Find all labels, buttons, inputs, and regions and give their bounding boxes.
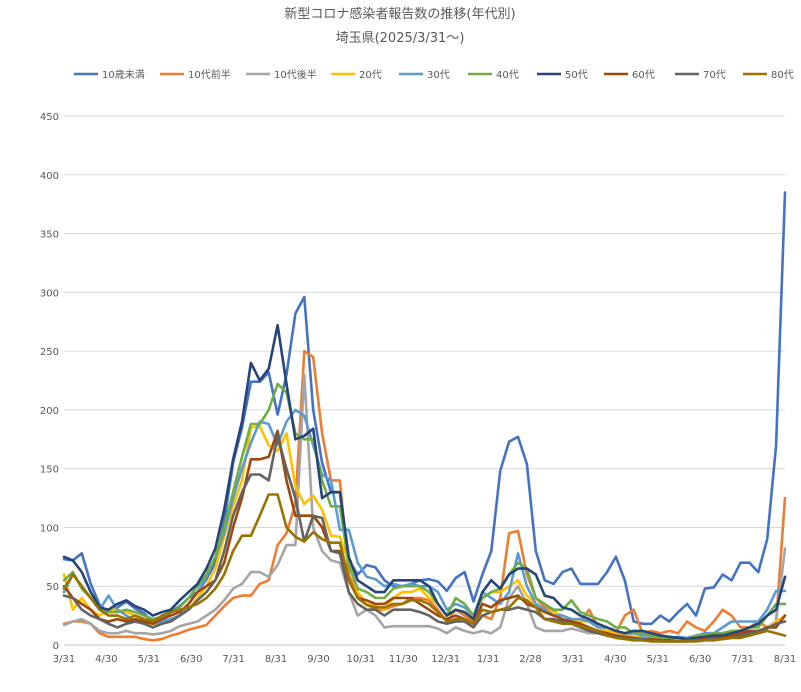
x-tick-label: 2/28 bbox=[519, 654, 541, 665]
legend-label: 40代 bbox=[496, 69, 519, 81]
y-tick-label: 200 bbox=[40, 406, 59, 417]
y-tick-label: 150 bbox=[40, 465, 59, 476]
x-tick-label: 3/31 bbox=[53, 654, 75, 665]
x-tick-label: 9/30 bbox=[307, 654, 329, 665]
chart-subtitle: 埼玉県(2025/3/31～) bbox=[336, 31, 465, 46]
y-tick-label: 400 bbox=[40, 171, 59, 182]
y-axis-ticks: 0 50 100 150 200 250 300 350 400 450 bbox=[40, 112, 59, 652]
x-tick-label: 8/31 bbox=[774, 654, 796, 665]
legend: 10歳未満 10代前半 10代後半 20代 30代 40代 50代 60代 70代 80代 bbox=[74, 68, 794, 81]
x-tick-label: 5/31 bbox=[138, 654, 160, 665]
series-line bbox=[62, 493, 787, 643]
y-tick-label: 50 bbox=[46, 582, 59, 593]
legend-item: 20代 bbox=[331, 69, 382, 81]
legend-item: 10代前半 bbox=[160, 68, 231, 81]
y-tick-label: 100 bbox=[40, 523, 59, 534]
x-tick-label: 11/30 bbox=[389, 654, 418, 665]
gridlines bbox=[64, 115, 785, 646]
legend-label: 70代 bbox=[703, 69, 726, 81]
chart-title: 新型コロナ感染者報告数の推移(年代別) bbox=[284, 6, 515, 22]
legend-item: 50代 bbox=[537, 69, 588, 81]
legend-label: 10代前半 bbox=[188, 68, 231, 81]
x-tick-label: 4/30 bbox=[604, 654, 626, 665]
x-axis-ticks: 3/31 4/30 5/31 6/30 7/31 8/31 9/30 10/31 11/30 12… bbox=[53, 654, 796, 665]
legend-label: 10歳未満 bbox=[102, 69, 145, 81]
y-tick-label: 350 bbox=[40, 230, 59, 241]
legend-item: 80代 bbox=[743, 69, 794, 81]
legend-item: 10歳未満 bbox=[74, 69, 145, 81]
y-tick-label: 0 bbox=[53, 641, 59, 652]
legend-item: 10代後半 bbox=[246, 68, 317, 81]
series-line bbox=[62, 349, 787, 642]
x-tick-label: 1/31 bbox=[477, 654, 499, 665]
legend-label: 20代 bbox=[359, 69, 382, 81]
legend-item: 30代 bbox=[399, 69, 450, 81]
legend-item: 40代 bbox=[468, 69, 519, 81]
y-tick-label: 250 bbox=[40, 347, 59, 358]
x-tick-label: 12/31 bbox=[431, 654, 460, 665]
legend-label: 60代 bbox=[632, 69, 655, 81]
x-tick-label: 10/31 bbox=[346, 654, 375, 665]
y-tick-label: 450 bbox=[40, 112, 59, 123]
legend-item: 60代 bbox=[604, 69, 655, 81]
legend-label: 80代 bbox=[771, 69, 794, 81]
x-tick-label: 3/31 bbox=[562, 654, 584, 665]
x-tick-label: 7/31 bbox=[222, 654, 244, 665]
y-tick-label: 300 bbox=[40, 288, 59, 299]
x-tick-label: 6/30 bbox=[689, 654, 711, 665]
legend-label: 50代 bbox=[565, 69, 588, 81]
series-lines bbox=[62, 191, 787, 643]
series-line bbox=[62, 323, 787, 641]
legend-label: 30代 bbox=[427, 69, 450, 81]
legend-item: 70代 bbox=[675, 69, 726, 81]
legend-label: 10代後半 bbox=[274, 68, 317, 81]
x-tick-label: 8/31 bbox=[265, 654, 287, 665]
series-line bbox=[62, 382, 787, 641]
x-tick-label: 6/30 bbox=[180, 654, 202, 665]
x-tick-label: 7/31 bbox=[731, 654, 753, 665]
x-tick-label: 4/30 bbox=[95, 654, 117, 665]
x-tick-label: 5/31 bbox=[647, 654, 669, 665]
